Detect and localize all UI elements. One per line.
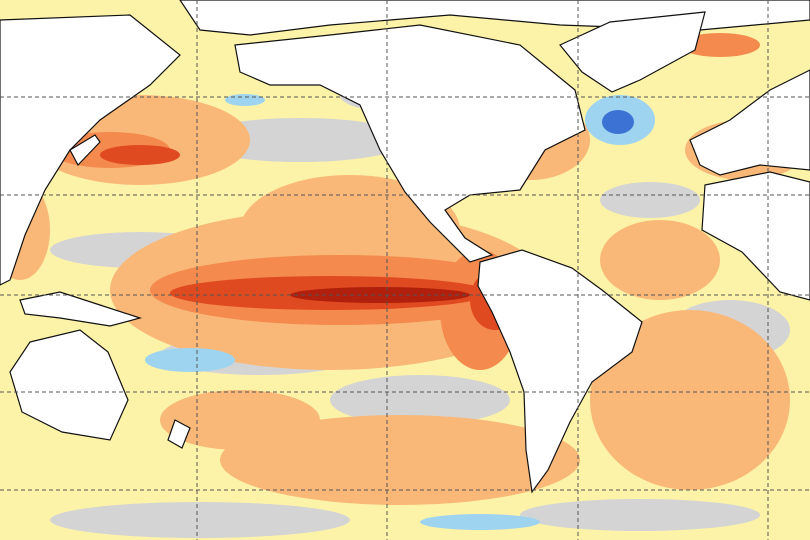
australia — [9, 329, 129, 441]
africa — [701, 171, 810, 301]
strong-cool-anomaly — [602, 110, 634, 134]
new-zealand — [167, 419, 191, 449]
land — [0, 0, 810, 494]
south-america — [477, 249, 643, 494]
indonesia — [19, 291, 143, 327]
japan — [69, 134, 101, 167]
greenland — [559, 11, 706, 93]
europe — [689, 69, 810, 176]
north-america — [234, 24, 586, 263]
